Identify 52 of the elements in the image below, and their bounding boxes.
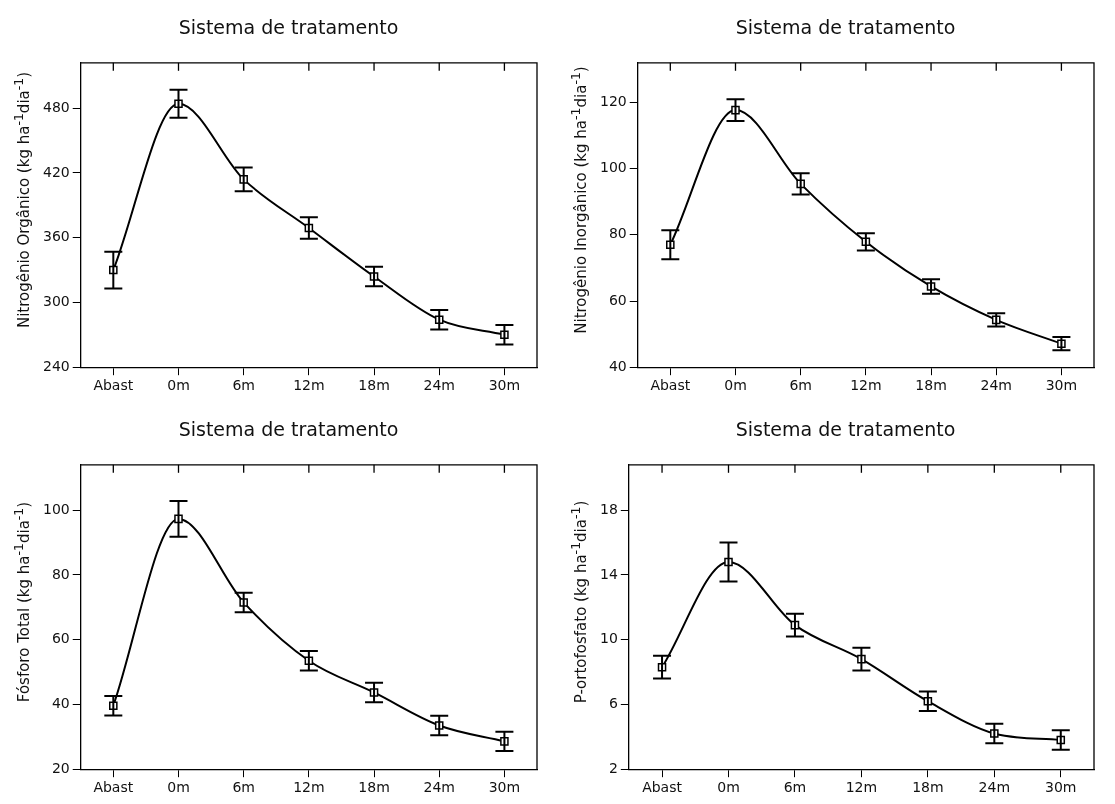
- y-tick-label: 420: [42, 163, 70, 180]
- x-tick-label: Abast: [642, 779, 683, 796]
- chart-title: Sistema de tratamento: [735, 418, 956, 441]
- x-tick-label: 12m: [850, 377, 882, 394]
- y-tick-label: 100: [599, 159, 627, 176]
- y-tick-label: 40: [608, 357, 627, 374]
- x-tick-label: 6m: [232, 779, 255, 796]
- y-tick-label: 80: [608, 225, 627, 242]
- x-tick-label: 24m: [978, 779, 1011, 796]
- x-tick-label: Abast: [93, 779, 134, 796]
- x-tick-label: Abast: [650, 377, 691, 394]
- y-tick-label: 100: [42, 500, 70, 517]
- y-tick-label: 2: [608, 759, 618, 776]
- x-tick-label: 0m: [167, 779, 190, 796]
- y-tick-label: 120: [599, 93, 627, 110]
- y-tick-label: 40: [51, 695, 70, 712]
- x-tick-label: 18m: [912, 779, 944, 796]
- y-tick-label: 80: [51, 565, 70, 582]
- x-tick-label: 0m: [717, 779, 740, 796]
- y-tick-label: 360: [42, 228, 70, 245]
- x-tick-label: 30m: [488, 779, 521, 796]
- x-tick-label: 18m: [915, 377, 947, 394]
- x-tick-label: 18m: [358, 377, 390, 394]
- x-tick-label: 6m: [232, 377, 255, 394]
- x-tick-label: 12m: [293, 779, 325, 796]
- y-tick-label: 10: [599, 630, 618, 647]
- x-tick-label: 24m: [423, 377, 455, 394]
- x-tick-label: 0m: [724, 377, 747, 394]
- x-tick-label: Abast: [93, 377, 134, 394]
- y-tick-label: 60: [608, 291, 627, 308]
- y-tick-label: 20: [51, 759, 70, 776]
- x-tick-label: 30m: [1045, 779, 1077, 796]
- chart-title: Sistema de tratamento: [178, 16, 399, 39]
- y-tick-label: 14: [599, 565, 618, 582]
- x-tick-label: 24m: [423, 779, 455, 796]
- x-tick-label: 18m: [358, 779, 390, 796]
- y-tick-label: 18: [599, 500, 618, 517]
- y-tick-label: 480: [42, 98, 70, 115]
- x-tick-label: 6m: [789, 377, 812, 394]
- x-tick-label: 30m: [1045, 377, 1078, 394]
- y-tick-label: 60: [51, 630, 70, 647]
- x-tick-label: 0m: [167, 377, 190, 394]
- y-tick-label: 6: [608, 695, 618, 712]
- chart-title: Sistema de tratamento: [735, 16, 956, 39]
- x-tick-label: 12m: [293, 377, 325, 394]
- x-tick-label: 24m: [980, 377, 1012, 394]
- x-tick-label: 12m: [845, 779, 878, 796]
- y-tick-label: 300: [42, 293, 70, 310]
- x-tick-label: 6m: [783, 779, 807, 796]
- chart-title: Sistema de tratamento: [178, 418, 399, 441]
- y-tick-label: 240: [42, 357, 70, 374]
- x-tick-label: 30m: [488, 377, 521, 394]
